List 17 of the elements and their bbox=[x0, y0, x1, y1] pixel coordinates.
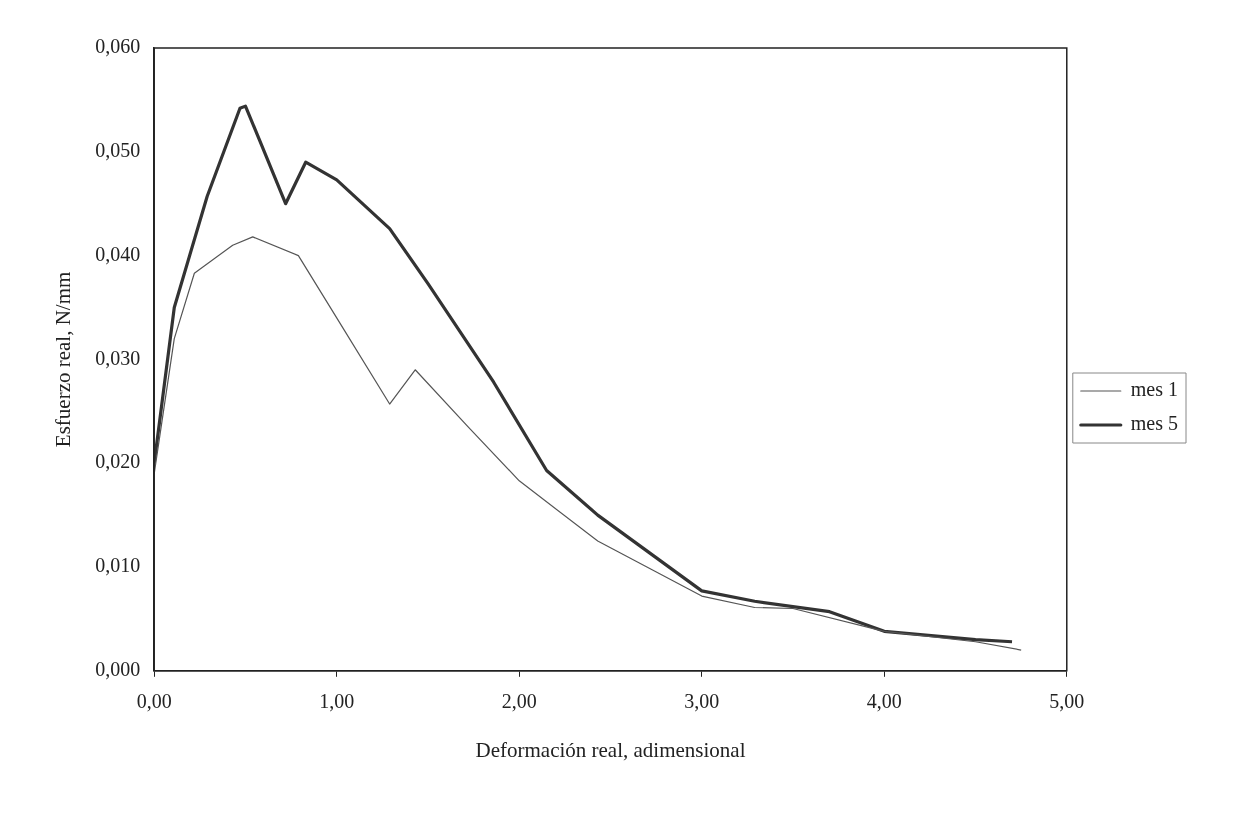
y-tick-label: 0,060 bbox=[95, 35, 141, 58]
y-tick-label: 0,020 bbox=[95, 450, 141, 473]
x-tick-label: 3,00 bbox=[684, 690, 720, 713]
x-axis-title: Deformación real, adimensional bbox=[475, 737, 746, 762]
x-tick-label: 0,00 bbox=[136, 690, 172, 713]
x-tick-label: 2,00 bbox=[501, 690, 537, 713]
x-tick-label: 5,00 bbox=[1049, 690, 1085, 713]
legend-label: mes 1 bbox=[1130, 378, 1178, 401]
x-tick-label: 1,00 bbox=[319, 690, 355, 713]
legend-label: mes 5 bbox=[1130, 412, 1178, 435]
y-axis-title: Esfuerzo real, N/mm bbox=[51, 271, 76, 448]
y-tick-label: 0,010 bbox=[95, 554, 141, 577]
y-tick-label: 0,040 bbox=[95, 242, 141, 265]
y-tick-label: 0,050 bbox=[95, 139, 141, 162]
y-tick-label: 0,000 bbox=[95, 658, 141, 681]
x-tick-label: 4,00 bbox=[866, 690, 902, 713]
y-tick-label: 0,030 bbox=[95, 346, 141, 369]
